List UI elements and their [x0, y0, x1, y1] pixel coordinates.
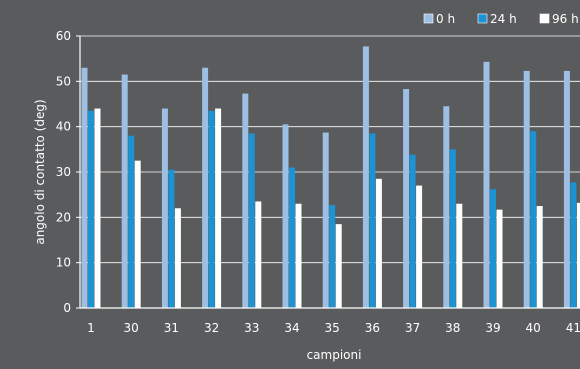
bar	[323, 133, 329, 308]
bar	[242, 94, 248, 308]
bar	[524, 71, 530, 308]
y-tick-label: 30	[56, 165, 71, 179]
bar	[283, 124, 289, 308]
bar	[490, 189, 496, 308]
bar	[369, 133, 375, 308]
x-tick-label: 31	[164, 321, 179, 335]
y-tick-label: 50	[56, 74, 71, 88]
bar	[329, 205, 335, 308]
bar	[484, 62, 490, 308]
x-tick-label: 40	[526, 321, 541, 335]
bar	[363, 46, 369, 308]
legend-swatch	[424, 14, 433, 23]
bar	[410, 155, 416, 308]
bar	[450, 149, 456, 308]
y-tick-label: 20	[56, 210, 71, 224]
bar	[162, 109, 168, 308]
y-tick-label: 0	[63, 301, 71, 315]
bar	[122, 75, 128, 308]
bar	[443, 106, 449, 308]
x-tick-label: 1	[87, 321, 95, 335]
x-tick-label: 37	[405, 321, 420, 335]
bar	[202, 68, 208, 308]
x-tick-label: 36	[365, 321, 380, 335]
bar	[564, 71, 570, 308]
x-axis-label: campioni	[307, 348, 362, 362]
bar	[376, 179, 382, 308]
bar	[175, 208, 181, 308]
x-tick-label: 41	[566, 321, 580, 335]
y-tick-label: 40	[56, 120, 71, 134]
legend-swatch	[478, 14, 487, 23]
legend-label: 0 h	[436, 12, 455, 26]
bar	[249, 133, 255, 308]
y-tick-label: 10	[56, 256, 71, 270]
legend-swatch	[540, 14, 549, 23]
bar	[570, 182, 576, 308]
bar	[537, 206, 543, 308]
bar	[403, 89, 409, 308]
legend-label: 24 h	[490, 12, 517, 26]
x-tick-label: 34	[284, 321, 299, 335]
x-tick-label: 35	[325, 321, 340, 335]
bar	[95, 109, 101, 308]
bar	[296, 204, 302, 308]
bar	[209, 111, 215, 308]
bar	[497, 210, 503, 308]
bar	[336, 224, 342, 308]
bar	[168, 170, 174, 308]
bar	[82, 68, 88, 308]
bar	[88, 111, 94, 308]
y-tick-label: 60	[56, 29, 71, 43]
x-tick-label: 38	[445, 321, 460, 335]
y-axis-label: angolo di contatto (deg)	[33, 99, 47, 244]
x-tick-label: 39	[485, 321, 500, 335]
x-tick-label: 33	[244, 321, 259, 335]
bar	[135, 161, 141, 308]
bar	[530, 131, 536, 308]
bar	[416, 186, 422, 308]
bar	[456, 204, 462, 308]
bar	[289, 167, 295, 308]
x-tick-label: 30	[124, 321, 139, 335]
bar	[128, 136, 134, 308]
bar	[215, 109, 221, 308]
x-tick-label: 32	[204, 321, 219, 335]
legend: 0 h 24 h 96 h	[424, 12, 579, 26]
legend-label: 96 h	[552, 12, 579, 26]
bar	[255, 201, 261, 308]
bars	[82, 46, 580, 308]
